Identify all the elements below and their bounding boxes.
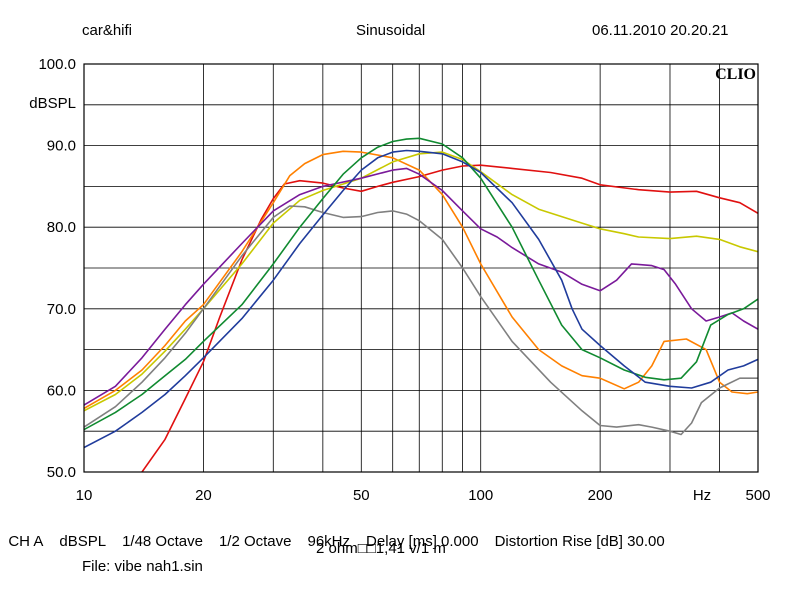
y-axis-label: dBSPL xyxy=(29,95,76,112)
sample-rate-label: 96kHz xyxy=(307,533,351,550)
series-line-7 xyxy=(84,149,758,449)
y-tick-label: 90.0 xyxy=(47,138,76,155)
x-tick-label: 20 xyxy=(195,487,212,504)
file-name-label: File: vibe nah1.sin xyxy=(82,558,203,575)
unit-label: dBSPL xyxy=(59,533,107,550)
x-axis-unit: Hz xyxy=(693,487,711,504)
header-measurement-type: Sinusoidal xyxy=(356,22,426,39)
series-line-6 xyxy=(84,137,758,431)
header-timestamp: 06.11.2010 20.20.21 xyxy=(592,22,729,39)
y-tick-labels: 100.0 90.0 80.0 70.0 60.0 50.0 xyxy=(38,56,76,481)
measurement-settings: CH A dBSPL 1/48 Octave 1/2 Octave 96kHz Delay… xyxy=(0,516,800,550)
calibration-label: 2 ohm□□1,41 v/1 m xyxy=(316,540,446,557)
delay-label: Delay [ms] 0.000 xyxy=(366,533,479,550)
y-tick-label: 100.0 xyxy=(38,56,76,73)
smoothing-label: 1/2 Octave xyxy=(218,533,292,550)
series-line-2 xyxy=(84,150,758,410)
channel-label: CH A xyxy=(8,533,44,550)
distortion-label: Distortion Rise [dB] 30.00 xyxy=(494,533,665,550)
x-tick-label: 200 xyxy=(588,487,613,504)
y-tick-label: 50.0 xyxy=(47,464,76,481)
x-tick-labels: 10 20 50 100 200 500 xyxy=(76,487,771,504)
series-line-4 xyxy=(84,205,758,436)
clio-logo: CLIO xyxy=(715,66,756,83)
x-tick-label: 10 xyxy=(76,487,93,504)
y-tick-label: 70.0 xyxy=(47,301,76,318)
series-line-3 xyxy=(84,151,758,412)
series-layer xyxy=(84,137,758,472)
x-tick-label: 50 xyxy=(353,487,370,504)
y-tick-label: 80.0 xyxy=(47,219,76,236)
y-tick-label: 60.0 xyxy=(47,382,76,399)
header-left-label: car&hifi xyxy=(82,22,133,39)
x-tick-label: 100 xyxy=(468,487,493,504)
plot-frame xyxy=(83,63,759,473)
resolution-label: 1/48 Octave xyxy=(122,533,203,550)
series-line-5 xyxy=(84,167,758,406)
x-tick-label: 500 xyxy=(745,487,770,504)
series-line-1 xyxy=(141,164,758,472)
